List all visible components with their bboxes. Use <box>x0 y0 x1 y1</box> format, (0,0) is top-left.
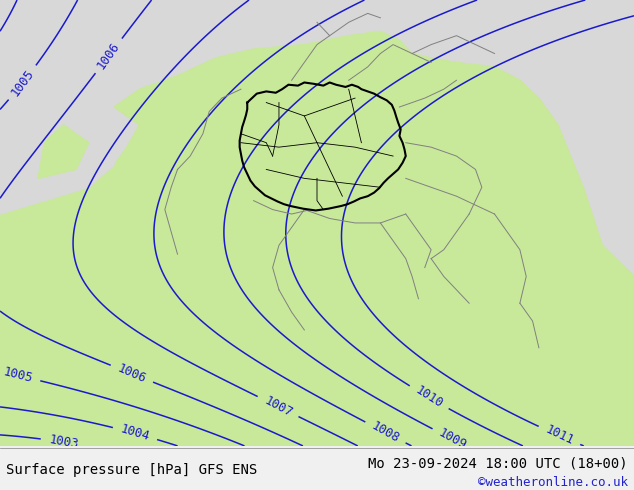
Text: 1004: 1004 <box>119 423 152 444</box>
Polygon shape <box>0 31 634 446</box>
Text: 1011: 1011 <box>543 423 576 448</box>
Text: 1009: 1009 <box>436 426 469 452</box>
Text: Mo 23-09-2024 18:00 UTC (18+00): Mo 23-09-2024 18:00 UTC (18+00) <box>368 456 628 470</box>
Text: 1006: 1006 <box>94 40 122 72</box>
Text: 1010: 1010 <box>413 384 445 411</box>
Text: 1003: 1003 <box>48 433 79 451</box>
Polygon shape <box>0 98 114 214</box>
Text: 1005: 1005 <box>2 366 34 386</box>
Text: 1005: 1005 <box>8 67 37 98</box>
Text: 1008: 1008 <box>369 419 402 445</box>
Text: ©weatheronline.co.uk: ©weatheronline.co.uk <box>477 476 628 489</box>
Text: 1007: 1007 <box>262 394 294 419</box>
Polygon shape <box>38 125 89 178</box>
Text: 1006: 1006 <box>115 362 148 386</box>
Text: Surface pressure [hPa] GFS ENS: Surface pressure [hPa] GFS ENS <box>6 464 257 477</box>
